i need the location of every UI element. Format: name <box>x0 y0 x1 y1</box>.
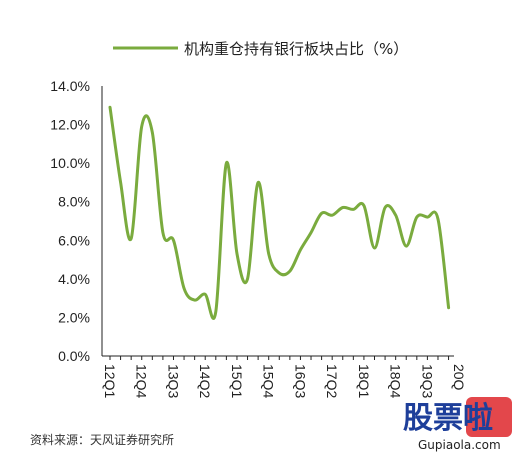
x-tick-label: 20Q <box>451 364 467 391</box>
source-note: 资料来源：天风证券研究所 <box>30 432 174 447</box>
legend: 机构重仓持有银行板块占比（%） <box>113 40 408 58</box>
x-tick-label: 15Q4 <box>261 364 277 398</box>
y-tick-label: 2.0% <box>58 309 90 325</box>
y-axis-tick-labels: 0.0% 2.0% 4.0% 6.0% 8.0% 10.0% 12.0% 14.0% <box>50 78 90 364</box>
x-tick-label: 17Q2 <box>324 364 340 398</box>
x-tick-label: 18Q1 <box>356 364 372 398</box>
x-tick-label: 12Q1 <box>102 364 118 398</box>
x-tick-label: 13Q3 <box>165 364 181 398</box>
watermark-text: 股票啦 <box>403 401 493 436</box>
x-axis-ticks <box>109 356 450 360</box>
x-tick-label: 14Q2 <box>197 364 213 398</box>
y-tick-label: 8.0% <box>58 194 90 210</box>
series-line <box>108 105 451 320</box>
x-tick-label: 15Q1 <box>229 364 245 398</box>
y-tick-label: 12.0% <box>50 117 90 133</box>
legend-label: 机构重仓持有银行板块占比（%） <box>184 40 408 58</box>
watermark-url: Gupiaola.com <box>418 438 501 452</box>
x-tick-label: 19Q3 <box>419 364 435 398</box>
y-tick-label: 0.0% <box>58 348 90 364</box>
watermark-logo: 股票啦 Gupiaola.com <box>403 397 512 452</box>
x-tick-label: 12Q4 <box>134 364 150 398</box>
x-axis-tick-labels: 12Q1 12Q4 13Q3 14Q2 15Q1 15Q4 16Q3 17Q2 18Q1 18Q4… <box>102 364 467 398</box>
y-tick-label: 6.0% <box>58 232 90 248</box>
y-tick-label: 10.0% <box>50 155 90 171</box>
y-tick-label: 14.0% <box>50 78 90 94</box>
x-tick-label: 18Q4 <box>388 364 404 398</box>
y-tick-label: 4.0% <box>58 271 90 287</box>
x-tick-label: 16Q3 <box>292 364 308 398</box>
